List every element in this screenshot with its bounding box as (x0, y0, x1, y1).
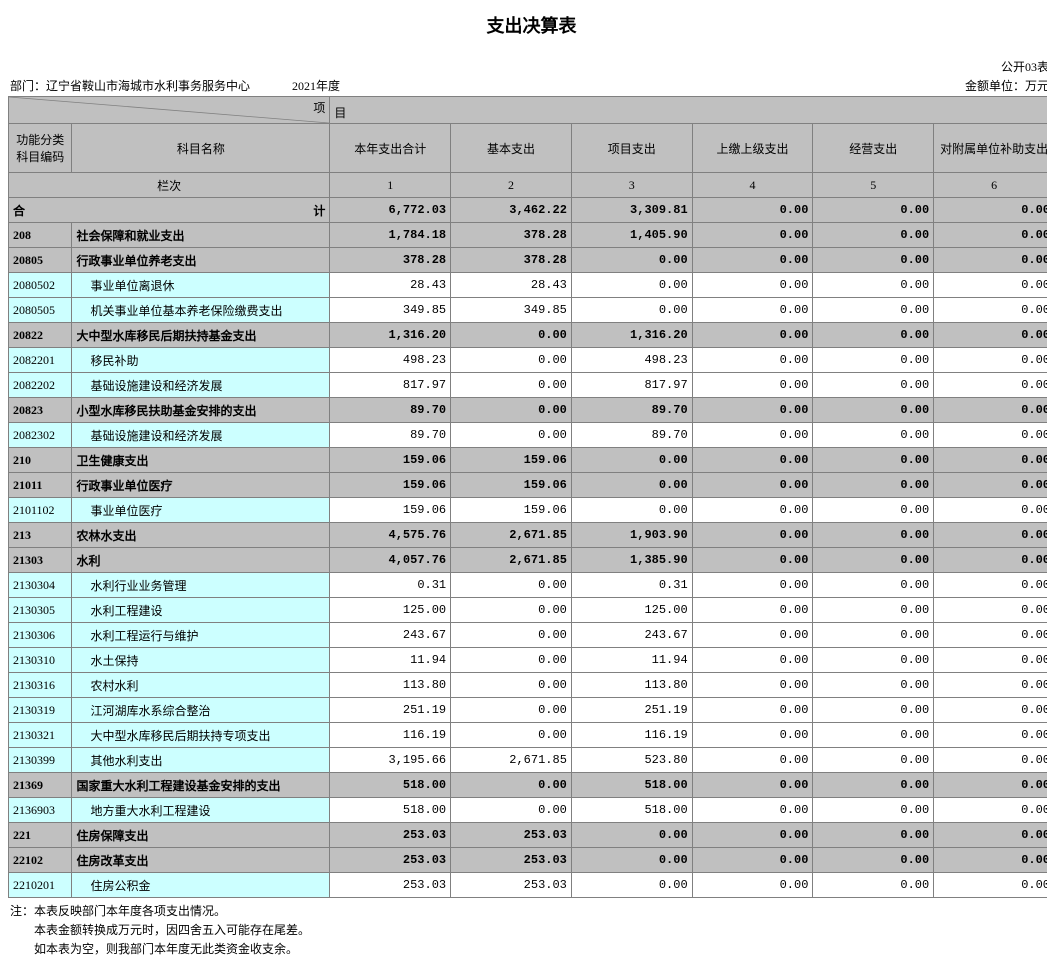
table-row: 20823小型水库移民扶助基金安排的支出89.700.0089.700.000.… (9, 398, 1047, 423)
lanci-3: 3 (571, 173, 692, 198)
table-row: 2210201住房公积金253.03253.030.000.000.000.00 (9, 873, 1047, 898)
table-row: 2082201移民补助498.230.00498.230.000.000.00 (9, 348, 1047, 373)
table-row: 2082302基础设施建设和经济发展89.700.0089.700.000.00… (9, 423, 1047, 448)
table-row: 208社会保障和就业支出1,784.18378.281,405.900.000.… (9, 223, 1047, 248)
table-row: 21303水利4,057.762,671.851,385.900.000.000… (9, 548, 1047, 573)
header-diag2: 目 (330, 97, 1047, 124)
header-diag: 项 (9, 97, 330, 124)
notes: 注：本表反映部门本年度各项支出情况。 本表金额转换成万元时，因四舍五入可能存在尾… (8, 898, 1047, 964)
table-row: 2130310水土保持11.940.0011.940.000.000.00 (9, 648, 1047, 673)
total-row: 合 计 6,772.03 3,462.22 3,309.81 0.00 0.00… (9, 198, 1047, 223)
col-code: 功能分类科目编码 (9, 124, 72, 173)
col-6: 对附属单位补助支出 (934, 124, 1047, 173)
table-row: 2082202基础设施建设和经济发展817.970.00817.970.000.… (9, 373, 1047, 398)
table-row: 213农林水支出4,575.762,671.851,903.900.000.00… (9, 523, 1047, 548)
col-2: 基本支出 (451, 124, 572, 173)
table-row: 2101102事业单位医疗159.06159.060.000.000.000.0… (9, 498, 1047, 523)
table-row: 2130321大中型水库移民后期扶持专项支出116.190.00116.190.… (9, 723, 1047, 748)
table-row: 2130316农村水利113.800.00113.800.000.000.00 (9, 673, 1047, 698)
lanci-2: 2 (451, 173, 572, 198)
lanci-label: 栏次 (9, 173, 330, 198)
expenditure-table: 项 目 功能分类科目编码 科目名称 本年支出合计 基本支出 项目支出 上缴上级支… (8, 96, 1047, 898)
lanci-1: 1 (330, 173, 451, 198)
unit-label: 金额单位：万元 (965, 77, 1047, 94)
lanci-5: 5 (813, 173, 934, 198)
col-3: 项目支出 (571, 124, 692, 173)
page-title: 支出决算表 (8, 8, 1047, 58)
col-5: 经营支出 (813, 124, 934, 173)
lanci-6: 6 (934, 173, 1047, 198)
table-row: 2136903地方重大水利工程建设518.000.00518.000.000.0… (9, 798, 1047, 823)
table-row: 2130304水利行业业务管理0.310.000.310.000.000.00 (9, 573, 1047, 598)
lanci-4: 4 (692, 173, 813, 198)
col-name: 科目名称 (72, 124, 330, 173)
sheet-id: 公开03表 (1001, 58, 1047, 75)
table-row: 2080505机关事业单位基本养老保险缴费支出349.85349.850.000… (9, 298, 1047, 323)
col-1: 本年支出合计 (330, 124, 451, 173)
col-4: 上缴上级支出 (692, 124, 813, 173)
table-row: 210卫生健康支出159.06159.060.000.000.000.00 (9, 448, 1047, 473)
table-row: 21011行政事业单位医疗159.06159.060.000.000.000.0… (9, 473, 1047, 498)
table-row: 2130305水利工程建设125.000.00125.000.000.000.0… (9, 598, 1047, 623)
table-row: 2130399其他水利支出3,195.662,671.85523.800.000… (9, 748, 1047, 773)
table-row: 20805行政事业单位养老支出378.28378.280.000.000.000… (9, 248, 1047, 273)
table-row: 2080502事业单位离退休28.4328.430.000.000.000.00 (9, 273, 1047, 298)
table-row: 21369国家重大水利工程建设基金安排的支出518.000.00518.000.… (9, 773, 1047, 798)
table-row: 2130306水利工程运行与维护243.670.00243.670.000.00… (9, 623, 1047, 648)
dept-info: 部门：辽宁省鞍山市海城市水利事务服务中心 2021年度 (10, 77, 340, 94)
table-row: 22102住房改革支出253.03253.030.000.000.000.00 (9, 848, 1047, 873)
table-row: 2130319江河湖库水系综合整治251.190.00251.190.000.0… (9, 698, 1047, 723)
table-row: 20822大中型水库移民后期扶持基金支出1,316.200.001,316.20… (9, 323, 1047, 348)
table-row: 221住房保障支出253.03253.030.000.000.000.00 (9, 823, 1047, 848)
